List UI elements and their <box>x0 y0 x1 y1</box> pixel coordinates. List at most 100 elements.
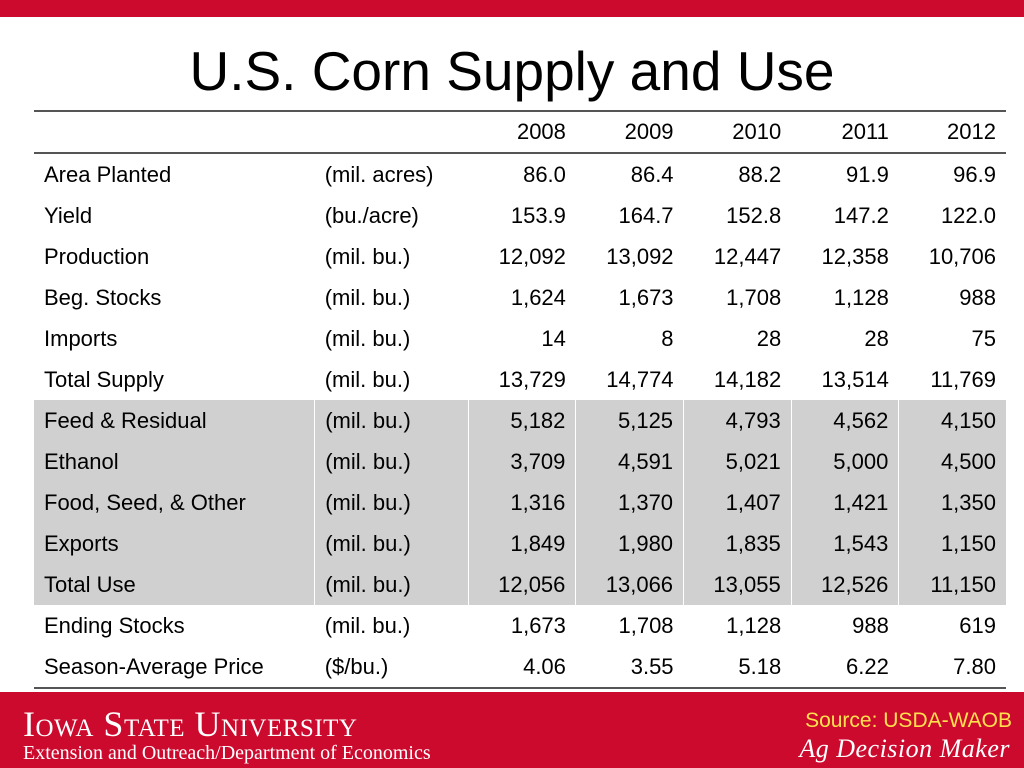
top-accent-bar <box>0 0 1024 17</box>
table-cell: 988 <box>852 612 889 638</box>
table-header-row: 2008 2009 2010 2011 2012 <box>34 110 1006 154</box>
table-cell: 88.2 <box>738 161 782 187</box>
table-cell: 86.0 <box>523 161 566 187</box>
table-cell: 6.22 <box>791 646 899 689</box>
table-cell: 11,769 <box>930 366 996 392</box>
table-cell: 988 <box>959 284 996 310</box>
table-cell: 3,709 <box>467 441 576 482</box>
table-row: Total Use (mil. bu.) 12,056 13,066 13,055 12,… <box>34 564 1006 605</box>
header-year: 2008 <box>468 110 576 154</box>
row-unit: (mil. bu.) <box>324 284 411 310</box>
row-label: Total Use <box>34 564 315 605</box>
table-cell: 1,673 <box>618 284 674 310</box>
header-label-blank <box>34 110 315 154</box>
table-cell: 1,421 <box>790 482 899 523</box>
table-cell: 13,729 <box>498 366 566 392</box>
table-row: Beg. Stocks (mil. bu.) 1,624 1,673 1,708 1,12… <box>34 277 1006 318</box>
table-cell: 14,182 <box>713 366 782 392</box>
table-cell: 1,407 <box>683 482 792 523</box>
table-cell: 28 <box>756 325 782 351</box>
row-label: Production <box>44 243 150 269</box>
row-unit: (mil. bu.) <box>314 482 469 523</box>
table-cell: 12,056 <box>467 564 576 605</box>
table-cell: 1,708 <box>726 284 782 310</box>
table-cell: 91.9 <box>846 161 889 187</box>
table-row: Total Supply (mil. bu.) 13,729 14,774 14,182… <box>34 359 1006 400</box>
table-cell: 14 <box>541 325 566 351</box>
row-label: Area Planted <box>44 161 172 187</box>
table-row: Ending Stocks (mil. bu.) 1,673 1,708 1,128 98… <box>34 605 1006 646</box>
table-cell: 5,182 <box>467 400 576 441</box>
row-unit: ($/bu.) <box>314 646 469 689</box>
table-row: Season-Average Price ($/bu.) 4.06 3.55 5.18 6… <box>34 646 1006 689</box>
row-label: Ending Stocks <box>44 612 185 638</box>
table-cell: 10,706 <box>928 243 996 269</box>
table-cell: 14,774 <box>606 366 674 392</box>
table-row: Feed & Residual (mil. bu.) 5,182 5,125 4,793… <box>34 400 1006 441</box>
row-unit: (mil. bu.) <box>314 523 469 564</box>
table-cell: 1,673 <box>510 612 566 638</box>
table-cell: 75 <box>971 325 996 351</box>
row-label: Feed & Residual <box>34 400 315 441</box>
table-cell: 11,150 <box>898 564 1006 605</box>
row-label: Yield <box>44 202 93 228</box>
source-note: Source: USDA-WAOB <box>805 709 1012 732</box>
table-cell: 1,150 <box>898 523 1006 564</box>
table-cell: 1,708 <box>618 612 674 638</box>
table-cell: 4,500 <box>898 441 1006 482</box>
table-cell: 152.8 <box>726 202 782 228</box>
table-cell: 13,514 <box>821 366 889 392</box>
table-cell: 1,980 <box>575 523 684 564</box>
table-cell: 1,849 <box>467 523 576 564</box>
table-cell: 4,562 <box>790 400 899 441</box>
row-unit: (mil. bu.) <box>314 441 469 482</box>
table-cell: 28 <box>864 325 889 351</box>
row-label: Imports <box>44 325 118 351</box>
table-cell: 5,125 <box>575 400 684 441</box>
row-label: Season-Average Price <box>34 646 315 689</box>
table-cell: 1,128 <box>726 612 782 638</box>
table-cell: 153.9 <box>510 202 566 228</box>
table-row: Ethanol (mil. bu.) 3,709 4,591 5,021 5,000 4,5… <box>34 441 1006 482</box>
table-cell: 122.0 <box>940 202 996 228</box>
row-unit: (mil. bu.) <box>314 564 469 605</box>
table-cell: 86.4 <box>630 161 674 187</box>
row-label: Total Supply <box>44 366 164 392</box>
header-year: 2011 <box>791 110 899 154</box>
table-cell: 1,835 <box>683 523 792 564</box>
header-year: 2012 <box>898 110 1006 154</box>
row-unit: (mil. bu.) <box>324 243 411 269</box>
table-cell: 147.2 <box>833 202 889 228</box>
table-cell: 12,358 <box>821 243 889 269</box>
table-row: Exports (mil. bu.) 1,849 1,980 1,835 1,543 1,1… <box>34 523 1006 564</box>
table-cell: 5.18 <box>683 646 792 689</box>
ag-decision-maker-brand: Ag Decision Maker <box>799 734 1010 763</box>
table-row: Area Planted (mil. acres) 86.0 86.4 88.2 91.9… <box>34 153 1006 195</box>
row-label: Food, Seed, & Other <box>34 482 315 523</box>
table-cell: 1,316 <box>467 482 576 523</box>
header-unit-blank <box>314 110 469 154</box>
university-wordmark: Iowa State University <box>23 704 358 744</box>
table-cell: 619 <box>959 612 996 638</box>
row-unit: (mil. bu.) <box>324 325 411 351</box>
header-year: 2009 <box>575 110 684 154</box>
row-unit: (mil. bu.) <box>314 400 469 441</box>
table-cell: 1,543 <box>790 523 899 564</box>
table-cell: 13,055 <box>683 564 792 605</box>
table-cell: 7.80 <box>898 646 1006 689</box>
table-cell: 1,128 <box>833 284 889 310</box>
table-cell: 1,350 <box>898 482 1006 523</box>
footer-bar <box>0 692 1024 768</box>
table-cell: 5,021 <box>683 441 792 482</box>
table-cell: 164.7 <box>618 202 674 228</box>
department-line: Extension and Outreach/Department of Eco… <box>23 742 431 764</box>
row-label: Beg. Stocks <box>44 284 162 310</box>
table-cell: 5,000 <box>790 441 899 482</box>
table-row: Production (mil. bu.) 12,092 13,092 12,447 12… <box>34 236 1006 277</box>
header-year: 2010 <box>683 110 792 154</box>
row-unit: (mil. bu.) <box>324 612 411 638</box>
table-row: Food, Seed, & Other (mil. bu.) 1,316 1,370 1… <box>34 482 1006 523</box>
table-cell: 4,793 <box>683 400 792 441</box>
row-unit: (bu./acre) <box>324 202 419 228</box>
table-cell: 12,092 <box>498 243 566 269</box>
